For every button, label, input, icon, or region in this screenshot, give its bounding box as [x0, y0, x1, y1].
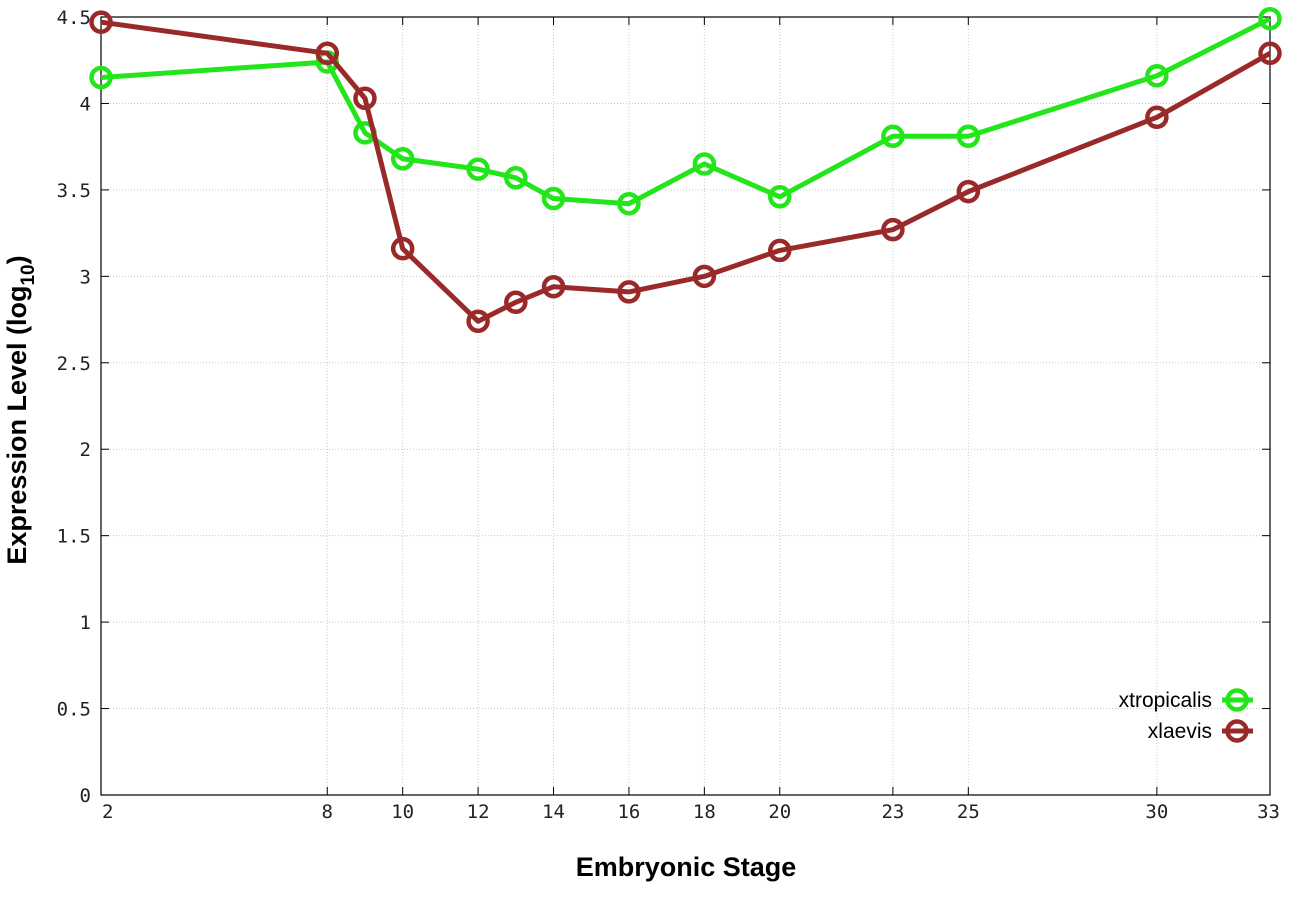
- data-point-xlaevis: [692, 264, 717, 289]
- y-tick-label: 2: [80, 439, 91, 461]
- y-axis-ticks: 0 0.5 1 1.5 2 2.5 3 3.5 4 4.5: [57, 7, 1270, 807]
- x-tick-label: 2: [102, 801, 113, 823]
- data-point-xtropicalis: [89, 65, 113, 90]
- x-tick-label: 16: [617, 801, 640, 823]
- data-point-xlaevis: [315, 41, 340, 66]
- y-axis-title: Expression Level (log10): [2, 255, 39, 564]
- x-tick-label: 12: [467, 801, 490, 823]
- y-tick-label: 2.5: [57, 353, 91, 375]
- x-tick-label: 33: [1257, 801, 1280, 823]
- series-xlaevis: [89, 10, 1282, 334]
- y-axis-title-subscript: 10: [18, 264, 39, 285]
- series-layer: [89, 6, 1282, 334]
- y-tick-label: 4: [80, 93, 91, 115]
- data-point-xtropicalis: [541, 186, 566, 211]
- x-axis-ticks: 2 8 10 12 14 16 18 20 23 25 30 33: [100, 17, 1280, 823]
- x-tick-label: 30: [1145, 801, 1168, 823]
- data-point-xlaevis: [617, 280, 641, 304]
- y-axis-title-close: ): [2, 255, 32, 264]
- data-point-xtropicalis: [504, 166, 528, 190]
- x-tick-label: 14: [542, 801, 565, 823]
- data-point-xlaevis: [504, 290, 528, 315]
- data-point-xtropicalis: [692, 152, 717, 176]
- series-xtropicalis: [89, 6, 1282, 216]
- data-point-xtropicalis: [768, 185, 792, 209]
- y-axis-title-main: Expression Level (log: [2, 286, 32, 565]
- data-point-xlaevis: [881, 217, 905, 242]
- plot-border: [100, 16, 1271, 796]
- legend-entry-xlaevis: xlaevis: [1148, 719, 1253, 743]
- data-point-xtropicalis: [1145, 64, 1169, 88]
- data-point-xtropicalis: [466, 157, 490, 181]
- x-tick-label: 25: [957, 801, 980, 823]
- x-tick-label: 10: [391, 801, 414, 823]
- data-point-xlaevis: [956, 179, 981, 204]
- data-point-xlaevis: [390, 236, 415, 261]
- data-point-xlaevis: [541, 274, 566, 299]
- legend-label: xtropicalis: [1119, 689, 1212, 712]
- grid-lines: [101, 17, 1270, 795]
- x-tick-label: 8: [322, 801, 333, 823]
- data-point-xtropicalis: [1258, 6, 1282, 31]
- legend: xtropicalis xlaevis: [1119, 688, 1253, 743]
- x-axis-title: Embryonic Stage: [576, 852, 797, 882]
- y-tick-label: 3.5: [57, 180, 91, 202]
- legend-marker: [1225, 688, 1249, 712]
- data-point-xlaevis: [466, 309, 490, 334]
- data-point-xtropicalis: [881, 124, 905, 149]
- data-point-xtropicalis: [617, 191, 641, 216]
- data-point-xlaevis: [768, 238, 792, 263]
- plot-frame: [100, 16, 1271, 796]
- data-point-xlaevis: [353, 86, 377, 111]
- y-tick-label: 4.5: [57, 7, 91, 29]
- data-point-xlaevis: [1145, 105, 1169, 130]
- y-tick-label: 3: [80, 266, 91, 288]
- data-point-xtropicalis: [390, 147, 415, 171]
- data-point-xlaevis: [1258, 41, 1282, 66]
- x-tick-label: 23: [881, 801, 904, 823]
- x-tick-label: 20: [768, 801, 791, 823]
- legend-label: xlaevis: [1148, 720, 1212, 743]
- legend-entry-xtropicalis: xtropicalis: [1119, 688, 1253, 712]
- data-point-xtropicalis: [956, 124, 981, 149]
- y-tick-label: 0.5: [57, 699, 91, 721]
- y-tick-label: 1: [80, 612, 91, 634]
- data-point-xlaevis: [89, 10, 113, 34]
- legend-marker: [1225, 719, 1249, 743]
- y-tick-label: 1.5: [57, 526, 91, 548]
- series-line-xlaevis: [100, 19, 1272, 324]
- y-tick-label: 0: [80, 785, 91, 807]
- x-tick-label: 18: [693, 801, 716, 823]
